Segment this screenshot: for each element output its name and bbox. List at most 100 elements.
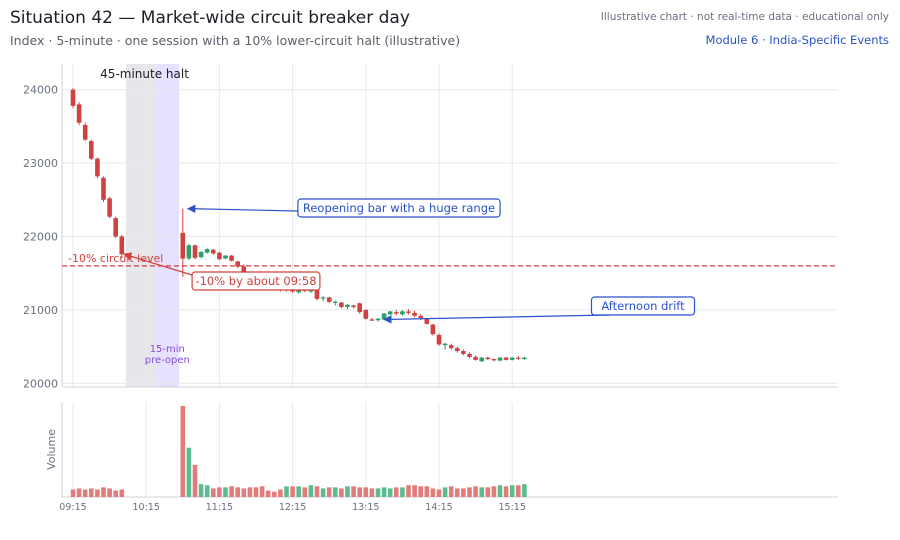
volume-bar	[448, 486, 454, 497]
volume-bar	[186, 447, 192, 497]
circuit-level-label: -10% circuit level	[68, 252, 163, 265]
volume-bar	[412, 485, 417, 497]
candle-body	[345, 304, 350, 307]
candle-body	[308, 290, 314, 292]
candle-body	[381, 313, 387, 320]
page-title: Situation 42 — Market-wide circuit break…	[10, 8, 410, 28]
candle-body	[192, 245, 198, 258]
volume-bar	[418, 486, 423, 497]
halt-label: 45-minute halt	[100, 67, 189, 81]
candle-body	[503, 357, 509, 360]
volume-bar	[497, 485, 503, 497]
volume-bar	[369, 488, 375, 497]
volume-bar	[204, 485, 210, 497]
candle-body	[339, 302, 344, 307]
drift-annotation-box	[590, 296, 696, 316]
candle-body	[89, 141, 94, 159]
reopen-arrow	[186, 204, 298, 213]
candle-body	[296, 289, 301, 293]
x-tick-label: 09:15	[59, 502, 86, 513]
drift-arrow	[383, 314, 610, 324]
volume-bar	[198, 484, 204, 497]
module-link[interactable]: Module 6 · India-Specific Events	[705, 33, 889, 47]
volume-bar	[345, 486, 350, 497]
candle-body	[198, 251, 204, 258]
volume-bar	[119, 489, 125, 497]
volume-bar	[326, 487, 332, 497]
volume-bar	[272, 491, 277, 497]
volume-bar	[211, 488, 216, 497]
volume-bar	[516, 485, 521, 497]
volume-bar	[363, 487, 369, 497]
volume-bar	[333, 487, 338, 497]
volume-bar	[95, 489, 100, 497]
volume-bar	[479, 487, 484, 497]
y-tick-label: 20000	[23, 377, 58, 390]
volume-bar	[70, 489, 76, 497]
candle-body	[186, 245, 192, 259]
halt-band	[125, 64, 156, 387]
volume-bar	[357, 487, 362, 497]
candle-body	[320, 297, 326, 299]
volume-bar	[89, 488, 94, 497]
candle-body	[351, 305, 356, 307]
volume-bar	[308, 485, 314, 497]
preopen-label: pre-open	[145, 355, 190, 366]
volume-bar	[247, 487, 253, 497]
y-tick-label: 22000	[23, 231, 58, 244]
volume-bar	[485, 487, 491, 497]
volume-bar	[107, 488, 112, 497]
preopen-label: 15-min	[150, 344, 185, 355]
candle-body	[180, 232, 186, 259]
volume-bar	[265, 490, 271, 497]
candle-body	[95, 158, 100, 177]
candle-body	[211, 249, 216, 254]
x-tick-label: 11:15	[206, 502, 233, 513]
volume-bar	[302, 487, 308, 497]
volume-bar	[522, 484, 527, 497]
candle-body	[107, 198, 112, 217]
drift-annotation-text: Afternoon drift	[601, 299, 685, 313]
candle-body	[387, 311, 393, 315]
volume-bar	[253, 487, 259, 497]
volume-bar	[296, 486, 301, 497]
candle-body	[461, 351, 466, 354]
drift-annotation: Afternoon drift	[590, 296, 696, 316]
candle-body	[70, 89, 76, 106]
by-time-annotation-box	[191, 271, 321, 291]
candle-body	[229, 255, 234, 261]
volume-bar	[473, 486, 478, 497]
x-tick-label: 14:15	[425, 502, 452, 513]
volume-bar	[455, 488, 460, 497]
candle-body	[101, 177, 106, 200]
volume-bar	[436, 489, 442, 497]
candle-body	[479, 357, 484, 362]
candle-body	[326, 297, 332, 302]
candle-body	[113, 218, 118, 237]
by-time-arrow	[122, 252, 193, 276]
y-tick-label: 24000	[23, 84, 58, 97]
volume-bar	[406, 485, 411, 497]
volume-bar	[400, 487, 405, 497]
reopen-annotation-box	[297, 198, 501, 218]
candle-body	[217, 252, 222, 260]
candle-body	[467, 353, 472, 357]
candle-body	[223, 255, 228, 259]
page-subtitle: Index · 5-minute · one session with a 10…	[10, 33, 461, 48]
candle-body	[412, 312, 417, 316]
volume-bar	[259, 486, 265, 497]
volume-bar	[235, 487, 240, 497]
candle-body	[394, 312, 399, 314]
volume-bar	[509, 485, 515, 497]
volume-bar	[442, 487, 448, 497]
volume-bar	[180, 406, 186, 497]
volume-bar	[229, 486, 234, 497]
volume-bar	[387, 488, 393, 497]
candle-body	[448, 345, 454, 349]
x-tick-label: 15:15	[499, 502, 526, 513]
volume-bar	[375, 488, 381, 497]
preopen-band	[155, 64, 180, 387]
candle-body	[357, 303, 362, 313]
reopen-annotation-text: Reopening bar with a huge range	[303, 201, 495, 215]
candle-body	[424, 318, 430, 324]
